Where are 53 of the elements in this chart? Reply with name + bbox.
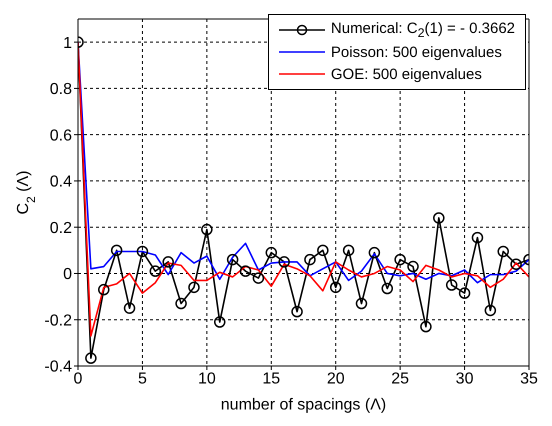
x-tick-label: 10 <box>198 370 216 388</box>
point <box>85 352 97 364</box>
y-tick-label: 0.8 <box>50 81 72 98</box>
point <box>304 254 316 266</box>
y-tick-label: 0.4 <box>50 174 72 191</box>
x-tick-label: 30 <box>456 370 474 388</box>
point <box>382 282 394 294</box>
x-tick-label: 15 <box>262 370 280 388</box>
point <box>317 244 329 256</box>
x-tick-label: 35 <box>520 370 538 388</box>
point <box>136 246 148 258</box>
point <box>368 246 380 258</box>
point <box>240 265 252 277</box>
y-tick-label: -0.4 <box>44 358 72 376</box>
point <box>252 272 264 284</box>
point <box>175 298 187 310</box>
point <box>124 302 136 314</box>
point <box>214 316 226 328</box>
y-tick-label: 1 <box>63 34 72 52</box>
point <box>420 320 432 332</box>
y-tick-label: 0.2 <box>50 220 72 237</box>
point <box>98 284 110 296</box>
legend-label: Poisson: 500 eigenvalues <box>330 44 502 60</box>
point <box>497 246 509 258</box>
point <box>510 258 522 270</box>
point <box>342 244 354 256</box>
legend-label: Numerical: C$_{2}$(1) = - 0.3662 <box>330 20 515 40</box>
x-tick-label: 20 <box>326 370 345 388</box>
point <box>458 287 470 299</box>
point <box>188 282 200 294</box>
y-tick-label: -0.2 <box>44 312 72 330</box>
point <box>110 244 122 256</box>
point <box>201 224 213 236</box>
point <box>162 256 174 268</box>
x-tick-label: 25 <box>391 370 410 388</box>
point <box>226 254 238 266</box>
point <box>291 306 303 318</box>
point <box>330 282 342 294</box>
y-tick-label: 0 <box>63 266 72 284</box>
point <box>407 260 419 272</box>
legend-label: GOE: 500 eigenvalues <box>330 66 482 82</box>
x-axis-title: number of spacings (Λ) <box>220 396 386 414</box>
point <box>433 212 445 224</box>
point <box>446 279 458 291</box>
y-tick-label: 0.6 <box>50 127 72 144</box>
point <box>266 246 278 258</box>
x-tick-label: 5 <box>138 370 147 388</box>
point <box>356 298 368 310</box>
point <box>394 254 406 266</box>
point <box>150 265 162 277</box>
point <box>484 304 496 316</box>
point <box>278 256 290 268</box>
point <box>472 232 484 244</box>
